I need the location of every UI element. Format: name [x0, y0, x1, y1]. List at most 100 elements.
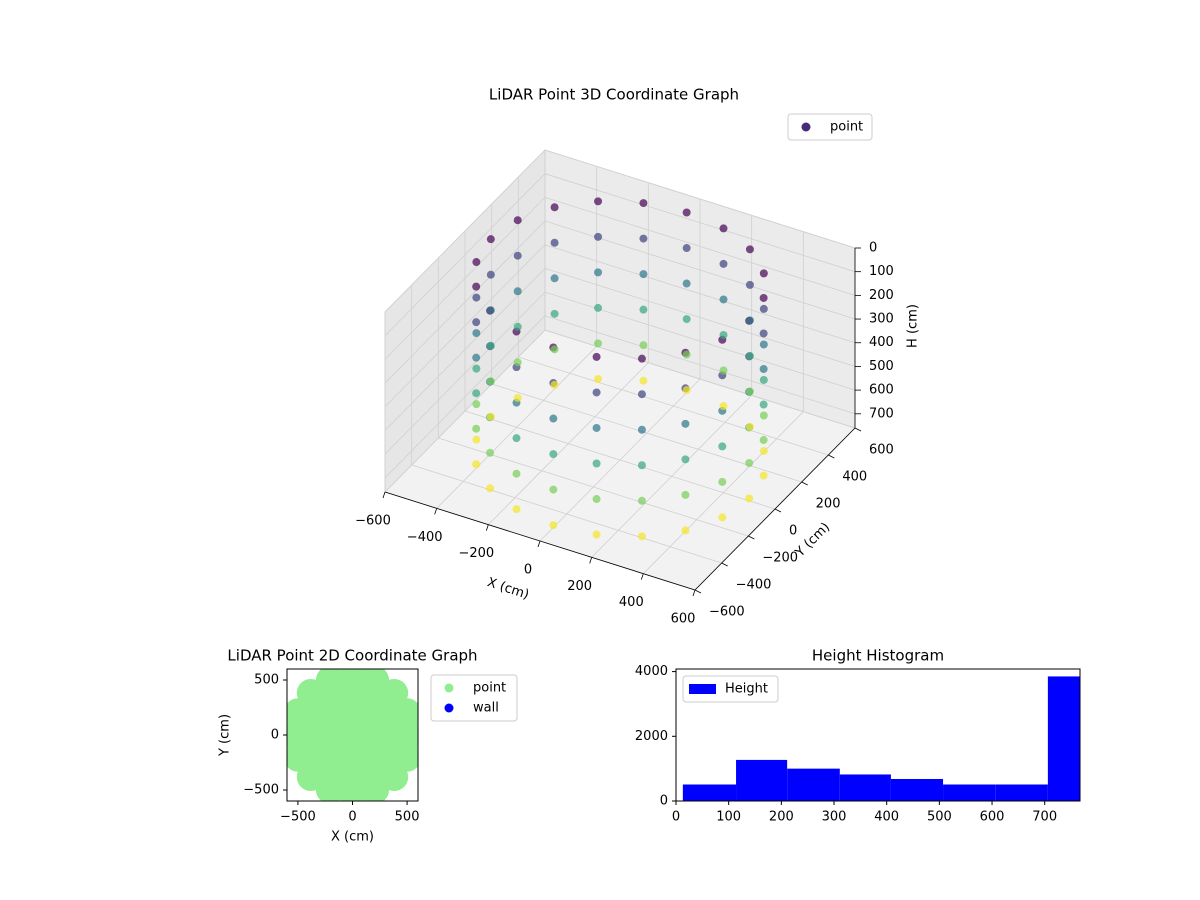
point	[472, 400, 481, 409]
grid-line	[384, 244, 546, 408]
y-tick-label: 500	[254, 673, 279, 688]
point	[472, 460, 481, 469]
point	[472, 424, 481, 433]
legend-marker	[801, 122, 811, 132]
y-tick-label: 0	[789, 524, 797, 539]
point	[745, 316, 754, 325]
point	[637, 496, 646, 505]
point	[682, 386, 691, 395]
bar	[890, 779, 944, 801]
point	[594, 197, 603, 206]
point	[338, 669, 367, 690]
point	[486, 448, 495, 457]
point	[682, 244, 691, 253]
point	[639, 305, 648, 314]
tick-mark	[692, 589, 696, 597]
tick-mark	[854, 427, 862, 432]
point	[592, 388, 601, 397]
point	[287, 721, 308, 749]
point	[549, 485, 558, 494]
point	[472, 293, 481, 302]
point	[682, 315, 691, 324]
point	[549, 521, 558, 530]
z-tick-label: 700	[869, 406, 894, 421]
point	[681, 419, 690, 428]
point	[639, 199, 648, 208]
point	[639, 341, 648, 350]
point	[682, 350, 691, 359]
point	[513, 322, 522, 331]
grid-line	[384, 197, 546, 360]
point	[594, 339, 603, 348]
point	[682, 279, 691, 288]
point	[719, 330, 728, 339]
point	[759, 293, 768, 302]
point	[719, 366, 728, 375]
x-tick-label: 600	[980, 810, 1005, 825]
point	[681, 455, 690, 464]
point	[639, 270, 648, 279]
point	[718, 442, 727, 451]
x-tick-label: −400	[407, 530, 443, 545]
point	[352, 734, 381, 763]
z-tick-label: 200	[869, 288, 894, 303]
point	[486, 306, 495, 315]
point	[486, 484, 495, 493]
point	[472, 353, 481, 362]
point	[361, 669, 390, 695]
point	[512, 434, 521, 443]
chart-title: Height Histogram	[812, 647, 944, 665]
x-tick-label: 400	[874, 810, 899, 825]
z-axis-label: H (cm)	[906, 304, 921, 348]
tick-mark	[589, 557, 593, 564]
point	[549, 450, 558, 459]
point	[719, 295, 728, 304]
x-tick-label: −600	[355, 514, 391, 529]
x-tick-label: 0	[524, 563, 532, 578]
point	[472, 329, 481, 338]
y-tick-label: 400	[842, 470, 867, 485]
tick-mark	[537, 540, 541, 548]
grid-line	[544, 196, 856, 296]
bar	[839, 774, 891, 801]
y-tick-label: −400	[736, 578, 772, 593]
legend-marker	[444, 683, 454, 693]
tick-mark	[694, 589, 702, 594]
point	[719, 259, 728, 268]
y-axis-label: Y (cm)	[218, 714, 233, 757]
grid-line	[384, 291, 546, 455]
y-tick-label: 4000	[635, 664, 668, 679]
legend-marker	[689, 684, 716, 694]
point	[759, 304, 768, 313]
point	[472, 364, 481, 373]
grid-line	[544, 244, 856, 344]
point	[745, 280, 754, 289]
legend-label: point	[830, 120, 863, 135]
legend-label: Height	[725, 682, 768, 697]
x-tick-label: 600	[671, 612, 696, 627]
bar	[1047, 676, 1080, 801]
z-tick-label: 0	[869, 241, 877, 256]
y-tick-label: −200	[762, 551, 798, 566]
chart-title: LiDAR Point 2D Coordinate Graph	[227, 647, 477, 665]
y-tick-label: 0	[660, 794, 668, 809]
tick-mark	[774, 508, 782, 513]
point	[592, 423, 601, 432]
legend-box	[787, 113, 873, 141]
point	[472, 389, 481, 398]
grid-line	[464, 410, 776, 510]
x-axis-line	[384, 491, 696, 591]
point	[759, 365, 768, 374]
point	[759, 436, 768, 445]
point	[637, 461, 646, 470]
point	[745, 422, 754, 431]
bar	[995, 784, 1048, 801]
grid-line	[384, 149, 546, 313]
z-tick-label: 500	[869, 359, 894, 374]
y-tick-label: −500	[243, 783, 279, 798]
y-tick-label: −600	[709, 605, 745, 620]
legend-box	[682, 675, 779, 703]
point	[759, 375, 768, 384]
point	[550, 274, 559, 283]
